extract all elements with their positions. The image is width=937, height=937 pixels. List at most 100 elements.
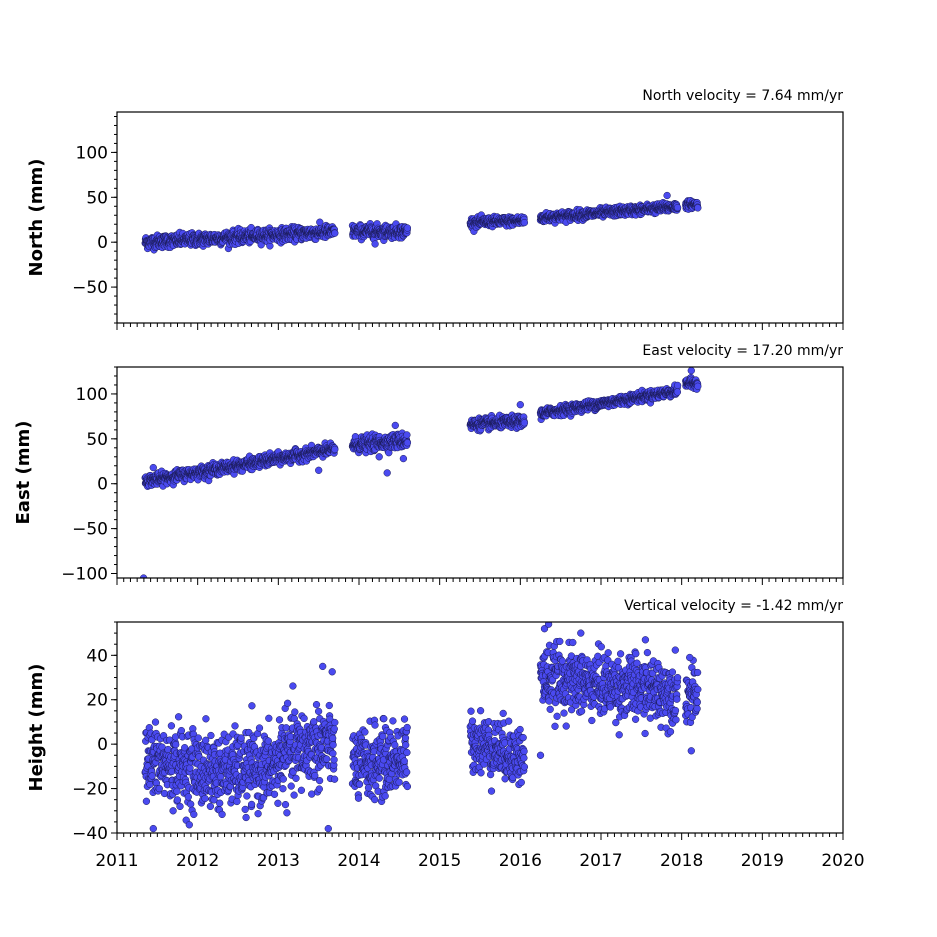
height-points	[141, 622, 702, 833]
east-point	[516, 401, 524, 409]
height-point	[142, 797, 151, 805]
height-point	[206, 802, 215, 811]
height-point	[279, 775, 287, 783]
north-point	[371, 240, 379, 248]
height-point	[243, 792, 251, 800]
north-ytick-label: 0	[97, 233, 108, 253]
height-point	[315, 776, 324, 785]
height-point	[174, 713, 183, 721]
height-point	[297, 786, 306, 794]
height-point	[186, 764, 194, 772]
height-point	[283, 699, 292, 707]
height-point	[172, 740, 180, 749]
height-point	[375, 774, 383, 782]
height-point	[194, 734, 202, 742]
height-point	[289, 682, 297, 690]
height-point	[315, 785, 323, 793]
height-point	[282, 724, 290, 732]
height-point	[185, 821, 193, 829]
height-point	[283, 809, 291, 817]
east-ytick-label: −100	[61, 565, 108, 585]
north-points	[141, 191, 702, 254]
east-ytick-label: −50	[72, 520, 108, 540]
height-point	[275, 716, 284, 724]
north-ytick-label: −50	[72, 278, 108, 298]
east-point	[149, 463, 157, 472]
north-point	[673, 203, 682, 212]
height-point	[176, 802, 184, 811]
east-ytick-label: 100	[76, 385, 108, 405]
height-point	[291, 708, 299, 716]
height-point	[151, 718, 160, 726]
east-point	[403, 431, 411, 439]
east-point	[687, 367, 695, 375]
height-point	[233, 797, 241, 806]
height-point	[167, 722, 176, 730]
height-point	[300, 714, 308, 723]
height-point	[290, 791, 298, 799]
north-point	[663, 191, 671, 200]
height-point	[371, 721, 379, 729]
height-point	[241, 805, 249, 814]
height-point	[255, 724, 264, 732]
east-point	[315, 466, 323, 474]
height-point	[312, 700, 321, 709]
height-point	[329, 749, 337, 758]
north-point	[520, 218, 529, 227]
height-point	[173, 787, 181, 795]
height-point	[231, 722, 239, 730]
height-point	[323, 755, 331, 763]
height-point	[325, 701, 333, 710]
height-point	[148, 772, 156, 780]
east-point	[694, 382, 702, 390]
east-point	[673, 381, 682, 390]
height-point	[202, 736, 210, 744]
height-point	[292, 774, 300, 782]
height-point	[190, 810, 198, 819]
height-point	[364, 784, 373, 792]
height-point	[217, 773, 225, 781]
east-point	[403, 439, 412, 447]
east-panel: East velocity = 17.20 mm/yr100500−50−100…	[13, 343, 844, 585]
height-point	[218, 810, 226, 819]
east-point	[399, 454, 408, 463]
east-ytick-label: 50	[86, 430, 108, 450]
height-point	[177, 726, 186, 735]
height-point	[281, 800, 290, 809]
height-point	[330, 725, 338, 733]
north-point	[316, 218, 324, 226]
height-point	[237, 734, 245, 742]
height-point	[354, 794, 363, 802]
height-point	[330, 756, 338, 764]
height-point	[314, 707, 323, 716]
height-point	[169, 807, 177, 815]
north-ytick-label: 50	[86, 188, 108, 208]
height-point	[155, 784, 163, 793]
height-point	[270, 790, 279, 798]
height-point	[173, 796, 182, 804]
height-point	[331, 718, 339, 727]
height-point	[274, 799, 282, 807]
height-point	[187, 800, 195, 808]
height-point	[265, 714, 273, 722]
height-point	[202, 715, 210, 723]
height-point	[264, 737, 272, 745]
height-point	[207, 731, 215, 740]
north-ylabel: North (mm)	[26, 159, 47, 277]
height-velocity-title: Vertical velocity = -1.42 mm/yr	[624, 598, 843, 614]
height-point	[210, 796, 218, 804]
east-point	[391, 421, 399, 430]
north-point	[403, 224, 412, 232]
east-point	[673, 388, 682, 396]
height-point	[248, 702, 256, 710]
height-point	[287, 782, 295, 790]
height-point	[181, 744, 189, 752]
height-point	[216, 799, 224, 807]
height-point	[328, 668, 336, 676]
height-point	[184, 793, 192, 801]
height-point	[201, 794, 209, 803]
height-point	[311, 772, 319, 780]
height-point	[371, 795, 379, 804]
north-velocity-title: North velocity = 7.64 mm/yr	[642, 88, 843, 104]
height-point	[330, 775, 339, 783]
